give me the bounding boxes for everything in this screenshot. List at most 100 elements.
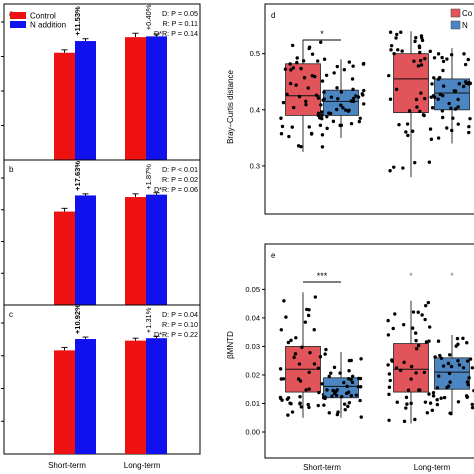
- data-point: [440, 55, 444, 60]
- data-point: [388, 168, 392, 173]
- data-point: [283, 67, 288, 71]
- data-point: [398, 368, 403, 373]
- bar-control: [125, 197, 146, 305]
- data-point: [286, 413, 290, 417]
- data-point: [435, 402, 440, 407]
- legend-label: Co: [462, 9, 473, 18]
- data-point: [427, 392, 431, 396]
- panel-frame: [264, 243, 474, 459]
- box-control: [393, 53, 429, 114]
- data-point: [419, 34, 424, 38]
- data-point: [347, 369, 351, 373]
- data-point: [390, 358, 394, 362]
- data-point: [314, 93, 319, 97]
- data-point: [329, 95, 334, 99]
- data-point: [350, 77, 355, 81]
- data-point: [309, 132, 314, 136]
- x-tick-label: Long-term: [414, 463, 451, 472]
- data-point: [316, 113, 320, 118]
- data-point: [312, 362, 317, 366]
- data-point: [414, 371, 418, 375]
- data-point: [332, 71, 336, 75]
- data-point: [362, 88, 366, 93]
- data-point: [338, 371, 342, 375]
- data-point: [416, 343, 421, 348]
- data-point: [406, 133, 410, 138]
- data-point: [430, 408, 435, 413]
- data-point: [362, 102, 366, 106]
- x-tick-label: Short-term: [48, 461, 86, 470]
- data-point: [410, 129, 415, 133]
- data-point: [331, 388, 335, 393]
- data-point: [427, 160, 432, 164]
- data-point: [457, 363, 462, 367]
- stats-text: D: P = 0.05: [162, 9, 198, 18]
- data-point: [396, 48, 400, 52]
- data-point: [405, 402, 409, 406]
- y-tick-label: 0.04: [245, 313, 260, 322]
- data-point: [406, 388, 411, 392]
- data-point: [345, 384, 349, 389]
- data-point: [347, 108, 351, 113]
- data-point: [426, 300, 431, 305]
- x-tick-label: Short-term: [303, 463, 341, 472]
- data-point: [347, 401, 352, 405]
- data-point: [297, 94, 302, 99]
- data-point: [282, 299, 286, 303]
- data-point: [447, 371, 452, 376]
- data-point: [433, 355, 437, 359]
- data-point: [304, 388, 308, 392]
- data-point: [445, 57, 449, 61]
- legend-label: Control: [30, 12, 56, 21]
- data-point: [428, 127, 433, 131]
- data-point: [441, 59, 446, 64]
- data-point: [319, 110, 324, 114]
- data-point: [320, 145, 325, 149]
- data-point: [320, 79, 325, 83]
- y-tick-label: 0.03: [245, 342, 260, 351]
- data-point: [361, 62, 366, 66]
- data-point: [294, 336, 298, 340]
- data-point: [436, 339, 441, 343]
- data-point: [435, 386, 440, 390]
- data-point: [470, 402, 474, 407]
- data-point: [397, 122, 401, 127]
- data-point: [416, 310, 420, 314]
- data-point: [447, 101, 451, 106]
- data-point: [387, 385, 392, 389]
- bar-control: [54, 211, 75, 305]
- data-point: [301, 59, 306, 63]
- data-point: [428, 401, 433, 405]
- data-point: [344, 391, 349, 396]
- box-n: [323, 377, 359, 399]
- stats-text: D: P = 0.04: [162, 310, 198, 319]
- data-point: [329, 371, 333, 375]
- box-n: [434, 78, 470, 111]
- data-point: [357, 119, 362, 124]
- data-point: [310, 73, 314, 78]
- data-point: [334, 393, 339, 398]
- data-point: [281, 100, 286, 105]
- data-point: [395, 32, 399, 37]
- panel-label: e: [271, 251, 276, 260]
- data-point: [327, 374, 331, 378]
- y-tick-label: 0.01: [245, 399, 260, 408]
- data-point: [307, 405, 311, 410]
- data-point: [343, 407, 347, 412]
- data-point: [467, 376, 471, 380]
- data-point: [295, 56, 299, 60]
- data-point: [386, 333, 391, 337]
- data-point: [279, 116, 283, 120]
- data-point: [393, 312, 397, 316]
- data-point: [307, 308, 311, 312]
- data-point: [423, 317, 427, 322]
- data-point: [431, 391, 436, 395]
- data-point: [322, 90, 326, 94]
- data-point: [324, 347, 328, 352]
- data-point: [316, 96, 321, 100]
- data-point: [414, 346, 419, 351]
- data-point: [324, 73, 329, 77]
- data-point: [440, 109, 445, 113]
- stats-text: D*R: P = 0.14: [154, 29, 198, 38]
